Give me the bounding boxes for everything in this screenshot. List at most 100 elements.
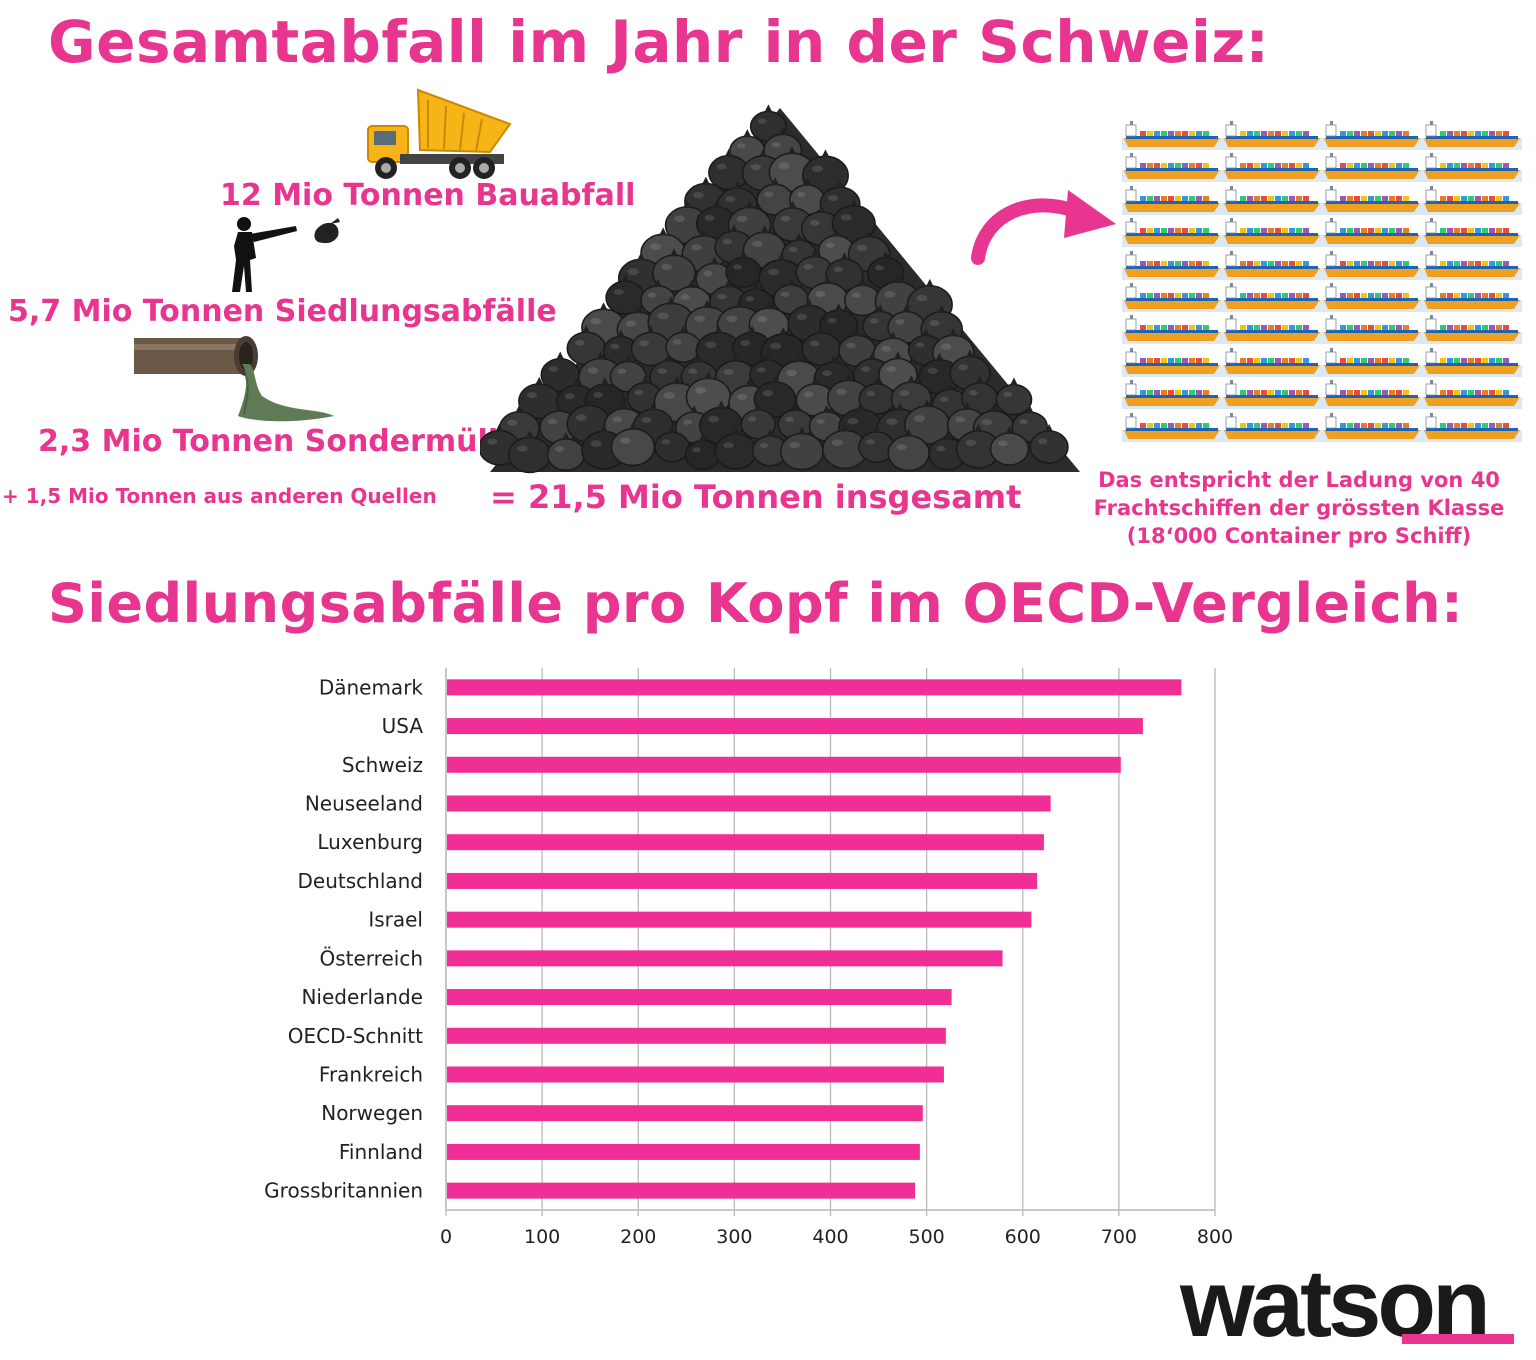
total-label: = 21,5 Mio Tonnen insgesamt: [490, 478, 1022, 516]
cargo-ship-icon: [1422, 218, 1522, 248]
garbage-bag: [540, 351, 580, 392]
x-tick-label: 800: [1197, 1226, 1233, 1248]
ships-note-line-1: Das entspricht der Ladung von 40: [1098, 468, 1500, 492]
section-title-total-waste: Gesamtabfall im Jahr in der Schweiz:: [48, 8, 1270, 76]
garbage-bag: [652, 248, 697, 293]
garbage-bag: [960, 375, 999, 415]
garbage-bag: [751, 428, 789, 467]
garbage-bag: [1029, 423, 1069, 464]
cargo-ship-grid: [1122, 120, 1522, 444]
category-label: USA: [382, 714, 424, 738]
cargo-ship-icon: [1122, 282, 1222, 312]
garbage-bag-pile-image: [480, 104, 1080, 474]
garbage-bag: [822, 423, 869, 470]
cargo-ship-icon: [1322, 347, 1422, 377]
cargo-ship-icon: [1222, 153, 1322, 183]
bar: [447, 1182, 916, 1199]
category-label: Österreich: [320, 946, 424, 970]
person-throwing-bag-icon: [232, 217, 340, 292]
cargo-ship-icon: [1122, 380, 1222, 410]
section-title-oecd-comparison: Siedlungsabfälle pro Kopf im OECD-Vergle…: [48, 572, 1464, 635]
cargo-ship-icon: [1422, 347, 1522, 377]
garbage-bag: [605, 274, 646, 315]
x-tick-label: 400: [812, 1226, 848, 1248]
hazardous-waste-label: 2,3 Mio Tonnen Sondermüll: [38, 424, 499, 459]
x-tick-label: 0: [440, 1226, 452, 1248]
cargo-ship-icon: [1122, 121, 1222, 150]
garbage-bag: [684, 433, 721, 471]
cargo-ship-icon: [1422, 153, 1522, 183]
category-label: Norwegen: [321, 1101, 423, 1125]
garbage-bag: [955, 423, 1001, 469]
cargo-ship-icon: [1422, 412, 1522, 442]
cargo-ship-icon: [1322, 412, 1422, 442]
cargo-ship-icon: [1322, 121, 1422, 150]
cargo-ship-icon: [1322, 250, 1422, 280]
cargo-ship-icon: [1122, 153, 1222, 183]
cargo-ship-icon: [1422, 282, 1522, 312]
cargo-ship-icon: [1322, 380, 1422, 410]
garbage-bag: [566, 325, 607, 366]
garbage-bag: [989, 425, 1030, 466]
garbage-bag: [867, 250, 905, 290]
logo-underline: [1402, 1334, 1514, 1344]
cargo-ship-icon: [1222, 121, 1322, 150]
cargo-ship-icon: [1122, 250, 1222, 280]
cargo-ship-icon: [1222, 315, 1322, 345]
garbage-bag: [749, 104, 787, 143]
cargo-ship-icon: [1122, 347, 1222, 377]
garbage-bag: [801, 149, 849, 196]
category-label: Dänemark: [319, 675, 424, 699]
bar: [447, 718, 1143, 735]
x-tick-label: 300: [716, 1226, 752, 1248]
cargo-ship-icon: [1422, 315, 1522, 345]
bar: [447, 1105, 923, 1122]
other-sources-label: + 1,5 Mio Tonnen aus anderen Quellen: [2, 484, 437, 508]
garbage-bag: [995, 377, 1033, 416]
bar: [447, 872, 1038, 889]
category-label: Schweiz: [342, 753, 423, 777]
ships-note-line-2: Frachtschiffen der grössten Klasse: [1093, 496, 1505, 520]
sewage-pipe-icon: [134, 336, 334, 422]
garbage-bag: [831, 198, 876, 243]
construction-waste-label: 12 Mio Tonnen Bauabfall: [220, 178, 636, 213]
bar: [447, 1027, 946, 1044]
cargo-ship-icon: [1322, 218, 1422, 248]
cargo-ship-icon: [1122, 218, 1222, 248]
category-label: Grossbritannien: [264, 1179, 423, 1203]
cargo-ship-icon: [1222, 250, 1322, 280]
cargo-ship-icon: [1222, 347, 1322, 377]
x-tick-label: 200: [620, 1226, 656, 1248]
cargo-ship-icon: [1322, 282, 1422, 312]
curved-arrow-icon: [971, 190, 1116, 265]
x-tick-label: 700: [1101, 1226, 1137, 1248]
bar: [447, 756, 1121, 773]
bar: [447, 911, 1032, 928]
cargo-ship-icon: [1322, 185, 1422, 215]
category-label: Israel: [368, 908, 423, 932]
cargo-ship-icon: [1222, 380, 1322, 410]
bar: [447, 834, 1044, 851]
category-label: Deutschland: [298, 869, 424, 893]
bar: [447, 989, 952, 1006]
garbage-bag: [844, 278, 881, 317]
bar: [447, 679, 1182, 696]
cargo-ship-icon: [1422, 185, 1522, 215]
garbage-bag: [887, 428, 930, 472]
cargo-ship-icon: [1422, 250, 1522, 280]
category-label: Frankreich: [319, 1063, 423, 1087]
x-tick-label: 500: [908, 1226, 944, 1248]
x-tick-label: 100: [524, 1226, 560, 1248]
cargo-ship-icon: [1322, 153, 1422, 183]
cargo-ship-icon: [1222, 282, 1322, 312]
cargo-ship-icon: [1422, 380, 1522, 410]
ships-note-line-3: (18‘000 Container pro Schiff): [1126, 524, 1472, 548]
x-tick-label: 600: [1005, 1226, 1041, 1248]
garbage-bag: [610, 421, 656, 467]
bar: [447, 950, 1003, 967]
category-label: OECD-Schnitt: [288, 1024, 423, 1048]
dump-truck-icon: [367, 88, 512, 179]
garbage-bag: [708, 148, 750, 191]
garbage-bag: [740, 402, 776, 440]
